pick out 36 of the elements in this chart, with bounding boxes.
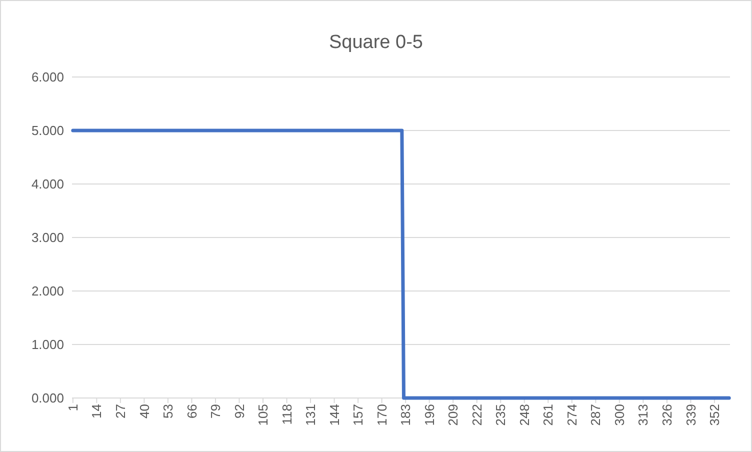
x-tick-label: 40 xyxy=(136,404,152,418)
y-tick-label: 3.000 xyxy=(31,230,64,246)
x-tick-label: 79 xyxy=(208,404,224,418)
x-tick-label: 274 xyxy=(564,404,580,426)
x-tick-label: 235 xyxy=(493,404,508,426)
y-tick-label: 4.000 xyxy=(31,176,64,192)
x-tick-label: 313 xyxy=(636,404,651,426)
x-tick-label: 326 xyxy=(659,404,674,426)
x-tick-label: 261 xyxy=(540,404,556,426)
x-tick-label: 339 xyxy=(683,404,698,426)
x-tick-label: 196 xyxy=(422,404,437,426)
chart-title: Square 0-5 xyxy=(328,32,424,53)
x-tick-label: 105 xyxy=(256,404,271,426)
x-tick-label: 66 xyxy=(184,404,200,418)
y-tick-label: 0.000 xyxy=(31,390,64,406)
x-tick-label: 248 xyxy=(516,404,532,426)
x-tick-label: 157 xyxy=(350,404,366,426)
x-tick-label: 287 xyxy=(588,404,604,426)
x-tick-label: 222 xyxy=(469,404,484,426)
x-tick-label: 209 xyxy=(446,404,461,426)
x-tick-label: 170 xyxy=(374,404,390,426)
x-tick-label: 1 xyxy=(65,404,80,412)
y-tick-label: 2.000 xyxy=(31,284,64,299)
y-tick-label: 6.000 xyxy=(31,70,64,85)
x-tick-label: 118 xyxy=(279,404,294,425)
x-tick-label: 27 xyxy=(112,404,128,418)
x-tick-label: 300 xyxy=(612,404,627,426)
x-tick-label: 14 xyxy=(89,404,104,418)
x-tick-label: 131 xyxy=(303,404,318,426)
x-tick-label: 183 xyxy=(398,404,414,426)
y-tick-label: 5.000 xyxy=(31,123,64,138)
x-tick-label: 144 xyxy=(326,404,342,426)
x-tick-label: 352 xyxy=(707,404,722,426)
y-tick-label: 1.000 xyxy=(31,337,64,352)
x-tick-label: 53 xyxy=(160,404,176,418)
x-tick-label: 92 xyxy=(232,404,247,418)
